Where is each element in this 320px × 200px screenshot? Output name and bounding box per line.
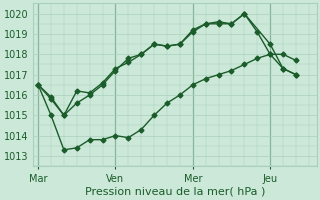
X-axis label: Pression niveau de la mer( hPa ): Pression niveau de la mer( hPa ) [84, 187, 265, 197]
